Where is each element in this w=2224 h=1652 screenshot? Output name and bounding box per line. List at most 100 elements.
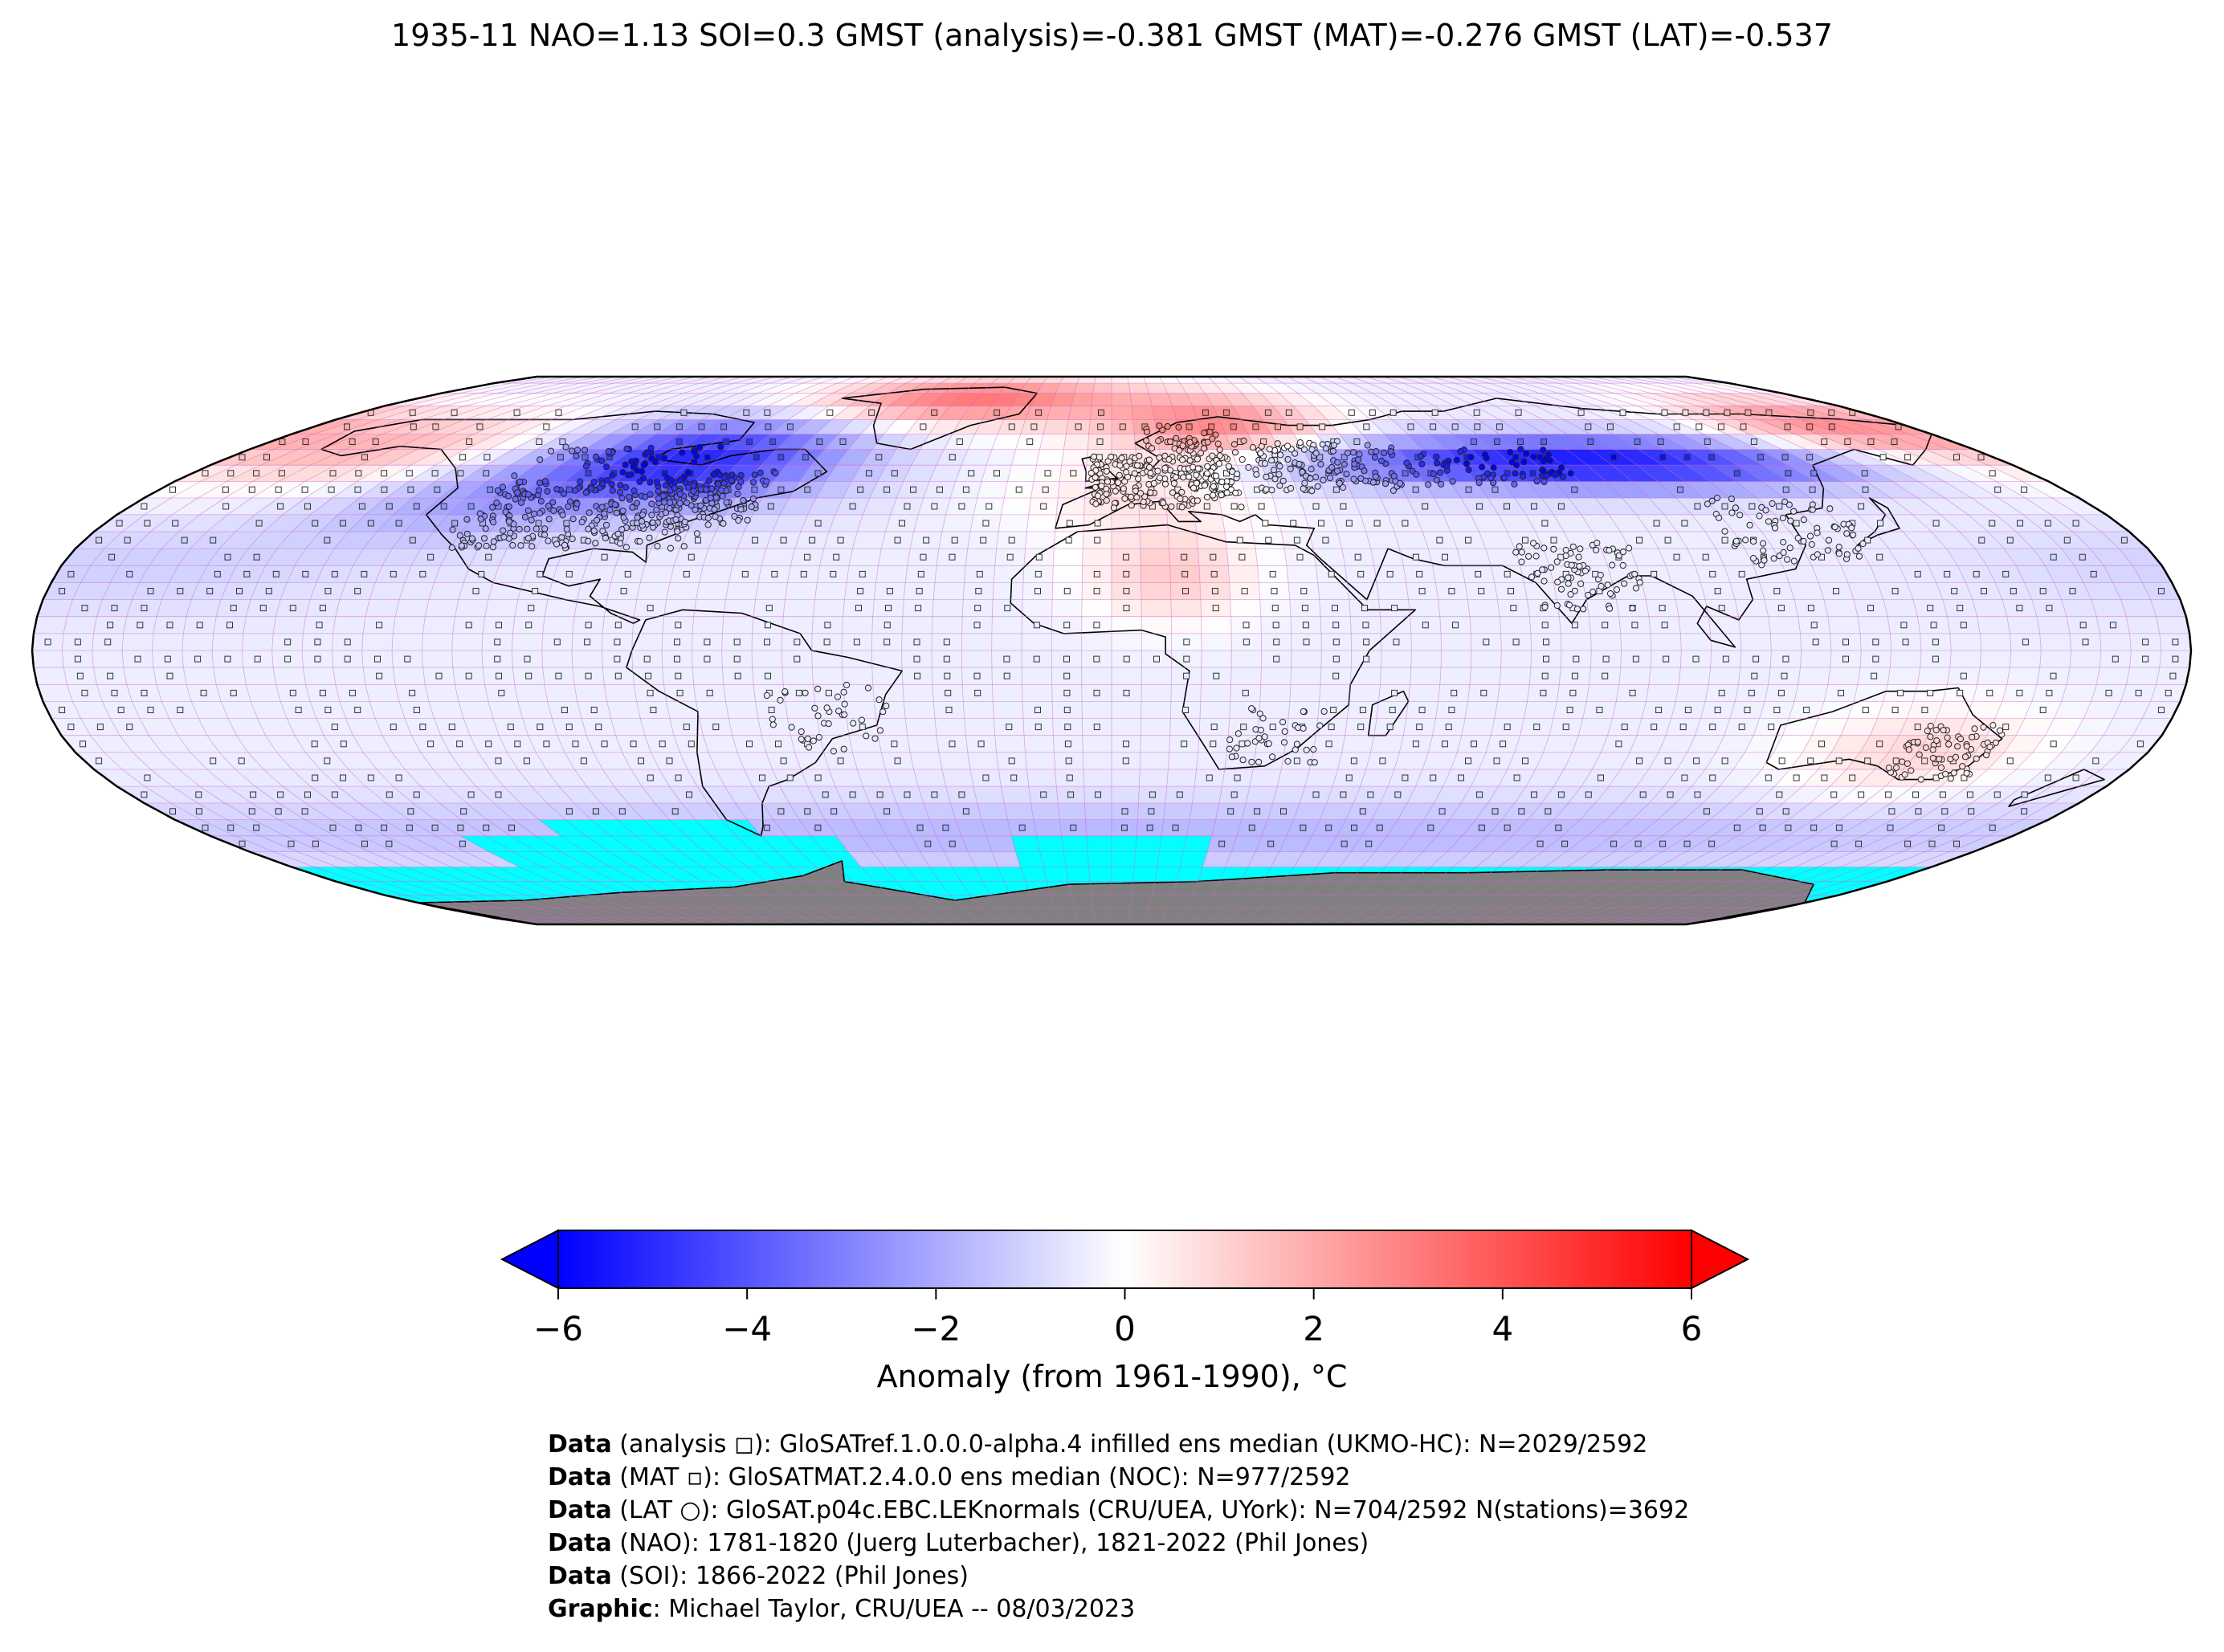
analysis-marker (302, 570, 309, 577)
analysis-marker (514, 740, 521, 748)
station-marker (667, 545, 675, 552)
analysis-marker (1750, 438, 1757, 445)
analysis-marker (804, 808, 811, 815)
grid-cell (511, 633, 544, 651)
grid-cell (1111, 531, 1141, 549)
grid-cell (1141, 701, 1172, 719)
analysis-marker (340, 774, 346, 781)
station-marker (1204, 438, 1211, 446)
analysis-marker (1293, 757, 1300, 765)
analysis-marker (982, 520, 990, 527)
station-marker (1300, 485, 1307, 492)
analysis-marker (1302, 622, 1309, 629)
station-marker (1203, 493, 1211, 501)
analysis-marker (1784, 423, 1791, 430)
analysis-marker (227, 470, 235, 477)
analysis-marker (1442, 740, 1448, 748)
analysis-marker (917, 570, 924, 577)
station-marker (655, 487, 662, 495)
grid-cell (1052, 548, 1083, 566)
analysis-marker (484, 454, 491, 461)
analysis-marker (1703, 808, 1710, 815)
station-marker (1268, 457, 1275, 464)
station-marker (692, 506, 699, 513)
analysis-marker (1861, 470, 1868, 477)
station-marker (625, 471, 632, 479)
grid-cell (781, 667, 814, 685)
analysis-marker (1210, 740, 1217, 748)
station-marker (1750, 555, 1757, 562)
grid-cell (902, 683, 934, 702)
analysis-marker (230, 689, 237, 696)
analysis-marker (1561, 840, 1569, 847)
station-marker (1330, 442, 1338, 449)
grid-cell (728, 718, 762, 736)
analysis-marker (1632, 655, 1639, 663)
analysis-marker (1887, 824, 1894, 831)
analysis-marker (1631, 622, 1638, 629)
analysis-marker (704, 638, 711, 646)
station-marker (843, 681, 851, 689)
analysis-marker (647, 774, 654, 781)
station-marker (619, 508, 626, 515)
analysis-marker (147, 588, 154, 594)
analysis-marker (686, 791, 692, 798)
analysis-marker (1531, 791, 1537, 798)
grid-cell (692, 616, 724, 634)
grid-cell (1129, 393, 1153, 406)
analysis-marker (675, 672, 682, 679)
analysis-marker (1293, 536, 1300, 544)
analysis-marker (1471, 740, 1477, 748)
analysis-marker (1492, 808, 1499, 815)
analysis-marker (1981, 588, 1987, 594)
analysis-marker (1602, 672, 1609, 679)
grid-cell (1065, 867, 1091, 882)
grid-cell (1972, 599, 2008, 618)
station-marker (1210, 492, 1217, 499)
station-marker (1234, 730, 1243, 737)
station-marker (1193, 471, 1200, 479)
analysis-marker (1230, 503, 1238, 510)
station-marker (1554, 578, 1561, 585)
grid-cell (484, 599, 519, 618)
analysis-marker (557, 454, 564, 461)
grid-cell (398, 582, 435, 600)
grid-cell (1021, 633, 1052, 651)
station-marker (1233, 744, 1240, 752)
station-marker (598, 504, 606, 511)
analysis-marker (1602, 655, 1610, 663)
station-marker (1275, 471, 1283, 478)
analysis-marker (275, 808, 282, 815)
colorbar-tick-label: 4 (1492, 1309, 1514, 1348)
station-marker (1417, 453, 1425, 460)
analysis-marker (74, 655, 81, 663)
analysis-marker (496, 622, 502, 629)
analysis-marker (1708, 840, 1716, 847)
analysis-marker (1035, 409, 1043, 416)
analysis-marker (1181, 553, 1188, 561)
grid-cell (1827, 667, 1861, 685)
analysis-marker (839, 438, 847, 445)
station-marker (1843, 530, 1851, 537)
analysis-marker (620, 588, 627, 594)
grid-cell (573, 683, 608, 702)
station-marker (1249, 444, 1257, 451)
analysis-marker (1598, 774, 1604, 781)
analysis-marker (823, 638, 830, 646)
analysis-marker (367, 774, 374, 781)
analysis-marker (1989, 470, 1996, 477)
station-marker (617, 482, 624, 489)
analysis-marker (1585, 791, 1592, 798)
analysis-marker (2142, 655, 2149, 663)
grid-cell (1189, 802, 1220, 820)
station-marker (578, 519, 586, 526)
grid-cell (2039, 650, 2072, 668)
station-marker (1901, 771, 1908, 778)
grid-cell (1410, 650, 1443, 668)
analysis-marker (1391, 689, 1398, 696)
analysis-marker (259, 605, 267, 612)
analysis-marker (614, 622, 622, 629)
credit-nao: Data (NAO): 1781-1820 (Juerg Luterbacher… (548, 1529, 1369, 1557)
analysis-marker (630, 740, 637, 748)
station-marker (1800, 537, 1807, 545)
